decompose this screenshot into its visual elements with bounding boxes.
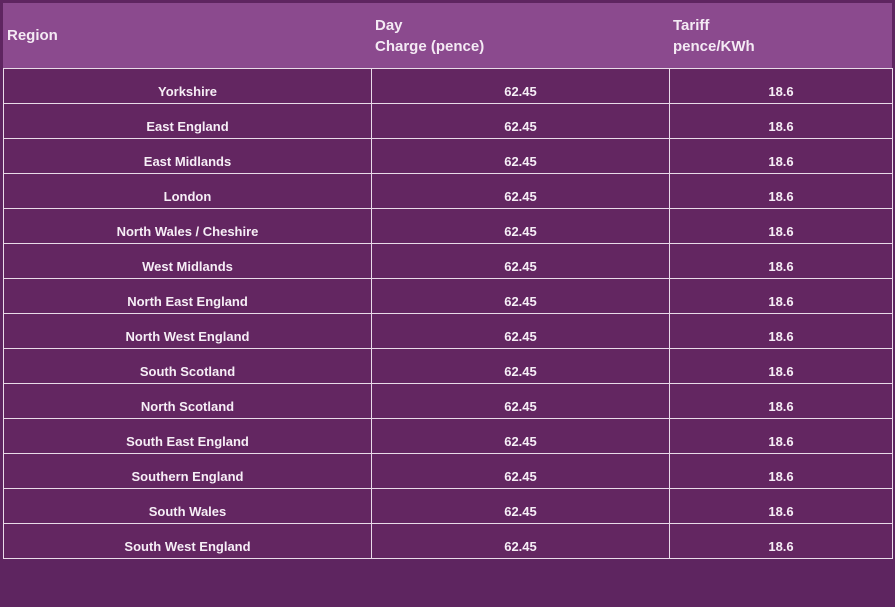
tariff-cell: 18.6 — [669, 348, 893, 384]
region-cell: South West England — [3, 523, 372, 559]
day-charge-cell: 62.45 — [371, 138, 670, 174]
header-region: Region — [3, 3, 371, 68]
day-charge-cell: 62.45 — [371, 243, 670, 279]
table-row: London 62.45 18.6 — [3, 173, 893, 209]
table-row: North Scotland 62.45 18.6 — [3, 383, 893, 419]
day-charge-cell: 62.45 — [371, 383, 670, 419]
region-cell: North Scotland — [3, 383, 372, 419]
table-row: East England 62.45 18.6 — [3, 103, 893, 139]
region-cell: South Wales — [3, 488, 372, 524]
table-row: North East England 62.45 18.6 — [3, 278, 893, 314]
region-cell: North West England — [3, 313, 372, 349]
tariff-cell: 18.6 — [669, 313, 893, 349]
table-row: Southern England 62.45 18.6 — [3, 453, 893, 489]
table-header: Region Day Charge (pence) Tariff pence/K… — [3, 3, 892, 68]
table-row: North Wales / Cheshire 62.45 18.6 — [3, 208, 893, 244]
table-row: East Midlands 62.45 18.6 — [3, 138, 893, 174]
day-charge-cell: 62.45 — [371, 313, 670, 349]
region-cell: East England — [3, 103, 372, 139]
day-charge-cell: 62.45 — [371, 208, 670, 244]
tariff-cell: 18.6 — [669, 418, 893, 454]
tariff-cell: 18.6 — [669, 243, 893, 279]
table-row: West Midlands 62.45 18.6 — [3, 243, 893, 279]
region-cell: East Midlands — [3, 138, 372, 174]
region-cell: North East England — [3, 278, 372, 314]
header-day-line1: Day — [375, 16, 403, 34]
tariff-cell: 18.6 — [669, 453, 893, 489]
day-charge-cell: 62.45 — [371, 453, 670, 489]
table-row: South Wales 62.45 18.6 — [3, 488, 893, 524]
table-row: South West England 62.45 18.6 — [3, 523, 893, 559]
region-cell: Yorkshire — [3, 68, 372, 104]
day-charge-cell: 62.45 — [371, 348, 670, 384]
day-charge-cell: 62.45 — [371, 488, 670, 524]
day-charge-cell: 62.45 — [371, 103, 670, 139]
tariff-cell: 18.6 — [669, 208, 893, 244]
region-cell: London — [3, 173, 372, 209]
header-tariff-line1: Tariff — [673, 16, 710, 34]
region-cell: South East England — [3, 418, 372, 454]
day-charge-cell: 62.45 — [371, 68, 670, 104]
header-region-label: Region — [7, 27, 58, 44]
day-charge-cell: 62.45 — [371, 418, 670, 454]
tariff-cell: 18.6 — [669, 523, 893, 559]
header-day-charge: Day Charge (pence) — [371, 3, 669, 68]
header-day-line2: Charge (pence) — [375, 37, 485, 55]
tariff-cell: 18.6 — [669, 103, 893, 139]
region-cell: Southern England — [3, 453, 372, 489]
table-row: South Scotland 62.45 18.6 — [3, 348, 893, 384]
region-cell: West Midlands — [3, 243, 372, 279]
tariff-cell: 18.6 — [669, 488, 893, 524]
tariff-cell: 18.6 — [669, 278, 893, 314]
day-charge-cell: 62.45 — [371, 278, 670, 314]
region-cell: South Scotland — [3, 348, 372, 384]
tariff-cell: 18.6 — [669, 383, 893, 419]
table-row: North West England 62.45 18.6 — [3, 313, 893, 349]
header-tariff-line2: pence/KWh — [673, 37, 755, 55]
tariff-cell: 18.6 — [669, 138, 893, 174]
table-row: Yorkshire 62.45 18.6 — [3, 68, 893, 104]
tariff-cell: 18.6 — [669, 173, 893, 209]
day-charge-cell: 62.45 — [371, 173, 670, 209]
tariff-cell: 18.6 — [669, 68, 893, 104]
header-tariff: Tariff pence/KWh — [669, 3, 892, 68]
tariff-table: Region Day Charge (pence) Tariff pence/K… — [3, 3, 893, 605]
day-charge-cell: 62.45 — [371, 523, 670, 559]
table-row: South East England 62.45 18.6 — [3, 418, 893, 454]
table-body: Yorkshire 62.45 18.6 East England 62.45 18.6 E… — [3, 68, 893, 559]
region-cell: North Wales / Cheshire — [3, 208, 372, 244]
